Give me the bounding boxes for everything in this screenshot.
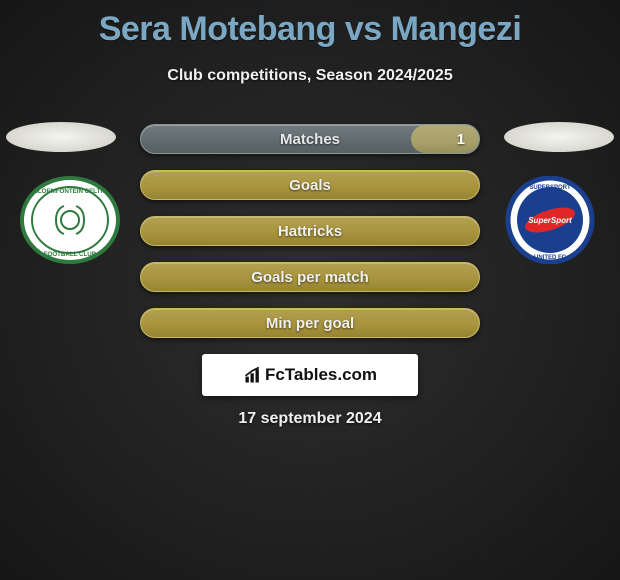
subtitle: Club competitions, Season 2024/2025: [0, 67, 620, 85]
stats-container: Matches1 Goals Hattricks Goals per match Min…: [140, 124, 480, 354]
stat-label: Goals: [141, 171, 479, 200]
stat-pill-mpg: Min per goal: [140, 308, 480, 338]
club-badge-right: SuperSport SUPERSPORT UNITED FC: [500, 176, 600, 264]
brand-text: FcTables.com: [265, 365, 377, 385]
stat-value-right: 1: [457, 125, 465, 154]
svg-text:FOOTBALL CLUB: FOOTBALL CLUB: [44, 251, 97, 258]
stat-label: Goals per match: [141, 263, 479, 292]
stat-pill-gpm: Goals per match: [140, 262, 480, 292]
page-title: Sera Motebang vs Mangezi: [0, 0, 620, 49]
date-text: 17 september 2024: [0, 410, 620, 428]
stat-label: Hattricks: [141, 217, 479, 246]
stat-label: Min per goal: [141, 309, 479, 338]
club-badge-left: BLOEMFONTEIN CELTIC FOOTBALL CLUB: [20, 176, 120, 264]
stat-pill-goals: Goals: [140, 170, 480, 200]
brand-card: FcTables.com: [202, 354, 418, 396]
stat-label: Matches: [141, 125, 479, 154]
player-avatar-right: [504, 122, 614, 152]
svg-text:BLOEMFONTEIN CELTIC: BLOEMFONTEIN CELTIC: [33, 188, 107, 195]
chart-icon: [243, 365, 263, 385]
stat-pill-matches: Matches1: [140, 124, 480, 154]
player-avatar-left: [6, 122, 116, 152]
svg-text:SUPERSPORT: SUPERSPORT: [529, 185, 571, 191]
svg-text:SuperSport: SuperSport: [528, 216, 572, 225]
stat-pill-hattricks: Hattricks: [140, 216, 480, 246]
svg-text:UNITED FC: UNITED FC: [534, 255, 567, 261]
